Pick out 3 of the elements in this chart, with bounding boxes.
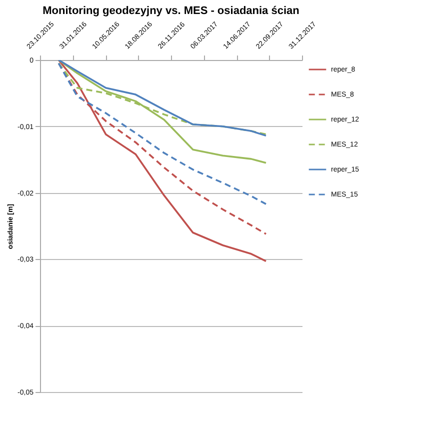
chart-title: Monitoring geodezyjny vs. MES - osiadania ścian (42, 4, 300, 17)
line-series (58, 60, 267, 164)
line-series (58, 62, 267, 205)
